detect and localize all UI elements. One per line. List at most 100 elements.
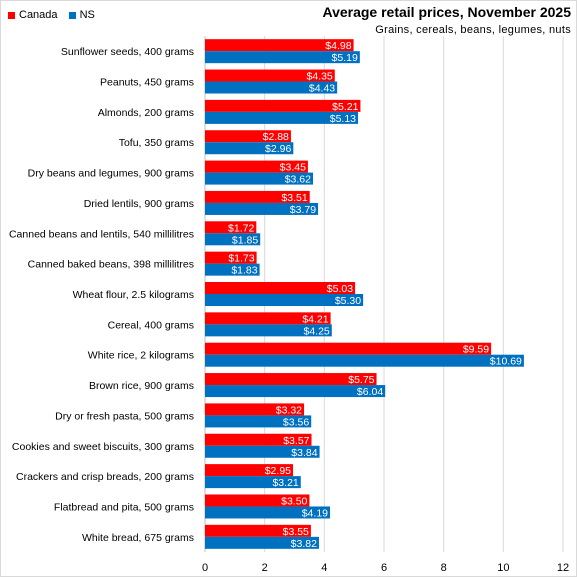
data-label-ns: $1.83	[231, 265, 257, 277]
data-label-canada: $5.75	[348, 374, 374, 386]
category-label: White rice, 2 kilograms	[88, 350, 194, 362]
data-label-ns: $3.56	[283, 416, 309, 428]
bar-canada	[205, 160, 308, 173]
category-label: White bread, 675 grams	[82, 532, 194, 544]
category-label: Sunflower seeds, 400 grams	[61, 46, 194, 58]
x-tick-label: 2	[262, 562, 268, 574]
bar-canada	[205, 282, 356, 294]
bar-ns	[205, 142, 294, 155]
category-label: Peanuts, 450 grams	[100, 77, 194, 89]
bar-ns	[205, 51, 360, 64]
category-label: Cereal, 400 grams	[108, 319, 194, 331]
legend-label-canada: Canada	[19, 9, 58, 21]
legend-item-ns: NS	[68, 9, 95, 21]
bar-canada	[205, 312, 331, 325]
category-label: Dry beans and legumes, 900 grams	[28, 168, 194, 180]
data-label-canada: $2.88	[263, 131, 289, 143]
legend: Canada NS	[8, 9, 103, 22]
bar-ns	[205, 354, 524, 367]
legend-item-canada: Canada	[8, 9, 58, 21]
data-label-ns: $3.62	[285, 174, 311, 186]
bar-canada	[205, 403, 305, 416]
data-label-canada: $4.98	[325, 40, 351, 52]
data-label-ns: $4.25	[304, 325, 330, 337]
data-label-ns: $5.13	[330, 113, 356, 125]
bar-canada	[205, 39, 354, 52]
bar-canada	[205, 524, 311, 537]
category-label: Brown rice, 900 grams	[89, 380, 194, 392]
category-label: Canned baked beans, 398 millilitres	[28, 259, 194, 271]
data-label-ns: $3.82	[291, 538, 317, 550]
bar-ns	[205, 263, 260, 276]
data-label-ns: $2.96	[265, 143, 291, 155]
category-label: Dried lentils, 900 grams	[84, 198, 194, 210]
data-label-ns: $6.04	[357, 386, 383, 398]
data-label-ns: $3.84	[291, 447, 317, 459]
bar-canada	[205, 373, 377, 386]
bar-ns	[205, 506, 331, 519]
category-label: Crackers and crisp breads, 200 grams	[16, 471, 194, 483]
data-label-canada: $9.59	[463, 344, 489, 356]
data-label-canada: $4.35	[306, 71, 332, 83]
bar-ns	[205, 202, 319, 215]
category-label: Canned beans and lentils, 540 millilitre…	[9, 228, 194, 240]
bar-canada	[205, 464, 294, 477]
bar-canada	[205, 130, 291, 143]
data-label-ns: $5.19	[332, 52, 358, 64]
bar-ns	[205, 385, 386, 398]
legend-label-ns: NS	[79, 9, 95, 21]
data-label-canada: $1.73	[228, 253, 254, 265]
data-label-canada: $3.45	[280, 162, 306, 174]
bar-canada	[205, 342, 492, 355]
legend-swatch-canada	[8, 11, 15, 19]
category-label: Dry or fresh pasta, 500 grams	[55, 410, 194, 422]
data-label-canada: $3.51	[281, 192, 307, 204]
data-label-canada: $4.21	[302, 313, 328, 325]
bar-canada	[205, 221, 257, 234]
data-label-ns: $3.79	[290, 204, 316, 216]
bar-ns	[205, 415, 312, 428]
data-label-ns: $5.30	[335, 295, 361, 307]
bar-canada	[205, 433, 312, 446]
bar-ns	[205, 445, 320, 458]
bar-ns	[205, 111, 359, 124]
data-label-canada: $5.21	[332, 101, 358, 113]
chart-subtitle: Grains, cereals, beans, legumes, nuts	[375, 24, 571, 36]
category-label: Almonds, 200 grams	[98, 107, 194, 119]
category-label: Tofu, 350 grams	[119, 137, 194, 149]
bar-canada	[205, 190, 310, 203]
bar-canada	[205, 99, 361, 112]
data-label-canada: $3.50	[281, 495, 307, 507]
data-label-canada: $3.32	[276, 404, 302, 416]
data-label-ns: $4.19	[302, 507, 328, 519]
bar-ns	[205, 476, 301, 489]
x-tick-label: 4	[321, 562, 327, 574]
bar-ns	[205, 294, 364, 306]
category-label: Flatbread and pita, 500 grams	[54, 501, 194, 513]
bar-ns	[205, 324, 332, 337]
chart-title: Average retail prices, November 2025	[322, 4, 571, 20]
bar-canada	[205, 494, 310, 507]
data-label-canada: $3.55	[283, 526, 309, 538]
category-label: Cookies and sweet biscuits, 300 grams	[12, 441, 194, 453]
x-tick-label: 6	[381, 562, 387, 574]
data-label-canada: $2.95	[265, 465, 291, 477]
bar-ns	[205, 81, 338, 94]
category-label: Wheat flour, 2.5 kilograms	[73, 289, 194, 301]
bar-canada	[205, 69, 335, 82]
data-label-ns: $3.21	[272, 477, 298, 489]
x-tick-label: 8	[441, 562, 447, 574]
data-label-canada: $3.57	[283, 435, 309, 447]
legend-swatch-ns	[68, 11, 76, 19]
x-tick-label: 0	[202, 562, 208, 574]
data-label-canada: $1.72	[228, 222, 254, 234]
data-label-ns: $1.85	[232, 234, 258, 246]
data-label-ns: $4.43	[309, 83, 335, 95]
bar-ns	[205, 536, 319, 549]
data-label-ns: $10.69	[490, 356, 522, 368]
x-tick-label: 12	[557, 562, 569, 574]
data-label-canada: $5.03	[327, 283, 353, 295]
bar-ns	[205, 233, 261, 246]
bar-canada	[205, 251, 257, 264]
